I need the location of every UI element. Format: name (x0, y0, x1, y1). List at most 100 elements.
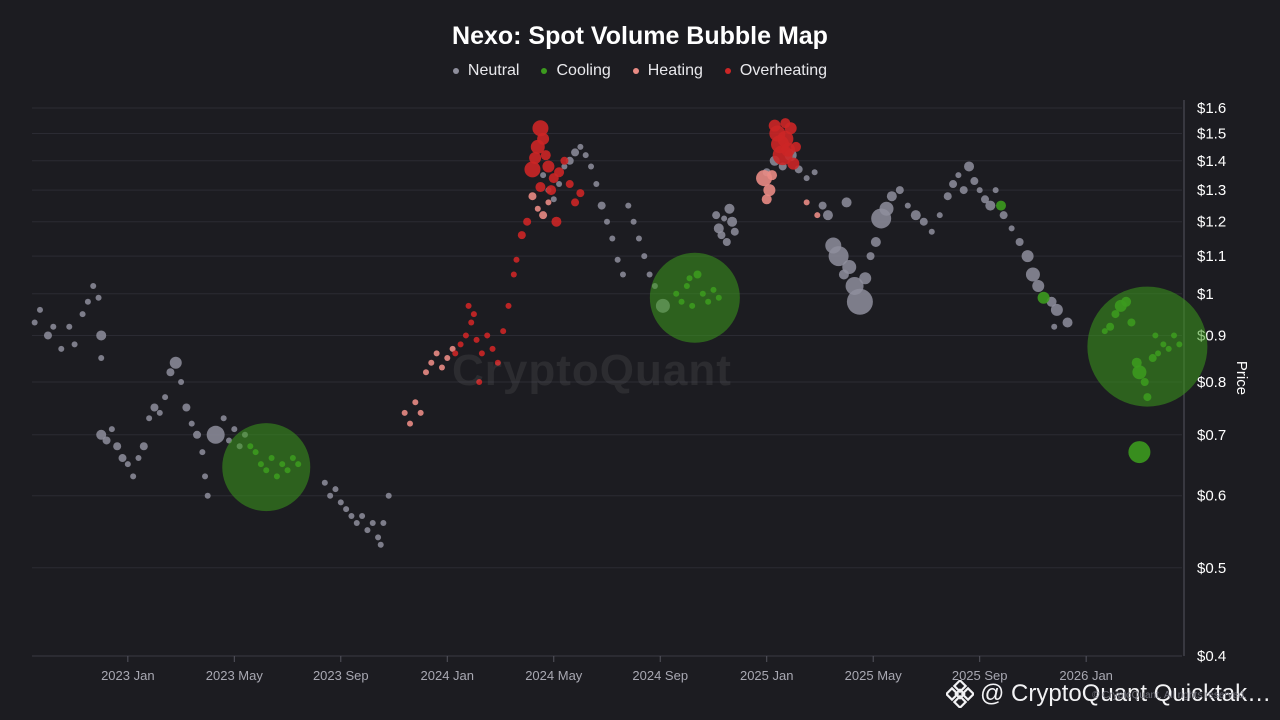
bubble-neutral (124, 461, 131, 468)
bubble-neutral (188, 420, 195, 427)
bubble-overheating (465, 302, 472, 309)
bubble-neutral (646, 271, 653, 278)
bubble-neutral (182, 403, 191, 412)
bubble-neutral (846, 288, 873, 315)
bubble-overheating (473, 336, 480, 343)
bubble-overheating (494, 359, 501, 366)
y-tick-label: $1.1 (1197, 248, 1226, 265)
binance-logo-icon (946, 680, 974, 708)
bubble-overheating (535, 182, 546, 193)
legend-item-overheating[interactable]: Overheating (724, 62, 828, 80)
bubble-heating (539, 211, 548, 220)
overheating-dot-icon (724, 68, 731, 74)
bubble-neutral (90, 282, 97, 289)
y-tick-label: $0.5 (1197, 560, 1226, 577)
legend: Neutral Cooling Heating Overheating (0, 62, 1280, 80)
bubble-neutral (895, 186, 904, 195)
x-tick-label: 2023 Sep (313, 668, 369, 683)
x-tick-label: 2025 May (845, 668, 903, 683)
bubble-neutral (1021, 250, 1034, 263)
bubble-neutral (625, 202, 632, 209)
bubble-cooling (710, 286, 717, 293)
bubble-neutral (332, 486, 339, 493)
bubble-cooling (686, 275, 693, 282)
bubble-overheating (551, 216, 562, 227)
bubble-neutral (992, 187, 999, 194)
bubble-neutral (904, 202, 911, 209)
bubble-overheating (513, 256, 520, 263)
bubble-cooling (1131, 357, 1142, 368)
bubble-neutral (943, 192, 952, 201)
bubble-neutral (231, 426, 238, 433)
bubble-overheating (560, 156, 569, 165)
credit-copyright: © CryptoQuant. All rights reserved. (1092, 690, 1247, 701)
bubble-neutral (919, 217, 928, 226)
y-tick-label: $1 (1197, 286, 1214, 303)
bubble-neutral (964, 161, 975, 172)
bubble-neutral (135, 455, 142, 462)
bubble-cooling (1160, 341, 1167, 348)
bubble-cooling (1106, 322, 1115, 331)
bubble-neutral (619, 271, 626, 278)
bubble-neutral (811, 169, 818, 176)
bubble-neutral (43, 331, 52, 340)
bubble-overheating (505, 302, 512, 309)
bubble-neutral (364, 527, 371, 534)
bubble-overheating (571, 198, 580, 207)
bubble-overheating (540, 150, 551, 161)
cooling-dot-icon (541, 68, 548, 74)
bubble-cooling (689, 302, 696, 309)
legend-label-overheating: Overheating (739, 62, 828, 79)
bubble-overheating (500, 328, 507, 335)
legend-item-cooling[interactable]: Cooling (541, 62, 611, 80)
bubble-cooling (1148, 354, 1157, 363)
bubble-heating (528, 192, 537, 201)
bubble-cooling (1143, 393, 1152, 402)
y-tick-label: $1.4 (1197, 153, 1226, 170)
bubble-neutral (981, 195, 990, 204)
bubble-neutral (31, 319, 38, 326)
bubble-neutral (337, 499, 344, 506)
bubble-neutral (588, 163, 595, 170)
legend-item-neutral[interactable]: Neutral (452, 62, 519, 80)
bubble-neutral (108, 426, 115, 433)
bubble-neutral (204, 492, 211, 499)
bubble-neutral (359, 512, 366, 519)
bubble-cooling (995, 200, 1006, 211)
bubble-overheating (462, 332, 469, 339)
bubble-neutral (841, 197, 852, 208)
bubble-overheating (780, 118, 791, 129)
bubble-overheating (517, 231, 526, 240)
y-tick-label: $0.4 (1197, 648, 1226, 665)
bubble-heating (438, 364, 445, 371)
y-tick-label: $0.6 (1197, 488, 1226, 505)
legend-label-cooling: Cooling (556, 62, 611, 79)
bubble-neutral (169, 356, 182, 369)
bubble-cooling (693, 270, 702, 279)
x-tick-label: 2025 Sep (952, 668, 1008, 683)
bubble-overheating (484, 332, 491, 339)
legend-item-heating[interactable]: Heating (632, 62, 703, 80)
bubble-neutral (985, 200, 996, 211)
bubble-cooling (273, 473, 280, 480)
bubble-heating (444, 355, 451, 362)
bubble-overheating (478, 350, 485, 357)
bubble-cooling (1132, 365, 1147, 380)
bubble-heating (401, 409, 408, 416)
bubble-neutral (58, 345, 65, 352)
bubble-neutral (130, 473, 137, 480)
bubble-cooling (683, 282, 690, 289)
bubble-neutral (139, 442, 148, 451)
bubble-overheating (565, 180, 574, 189)
bubble-overheating (510, 271, 517, 278)
x-tick-label: 2024 Sep (632, 668, 688, 683)
bubble-neutral (970, 177, 979, 186)
y-tick-label: $1.5 (1197, 126, 1226, 143)
y-tick-label: $1.3 (1197, 182, 1226, 199)
bubble-cooling (1128, 441, 1151, 464)
bubble-neutral (818, 201, 827, 210)
bubble-cooling (1101, 328, 1108, 335)
bubble-heating (767, 170, 778, 181)
bubble-neutral (1062, 317, 1073, 328)
bubble-neutral (556, 181, 563, 188)
